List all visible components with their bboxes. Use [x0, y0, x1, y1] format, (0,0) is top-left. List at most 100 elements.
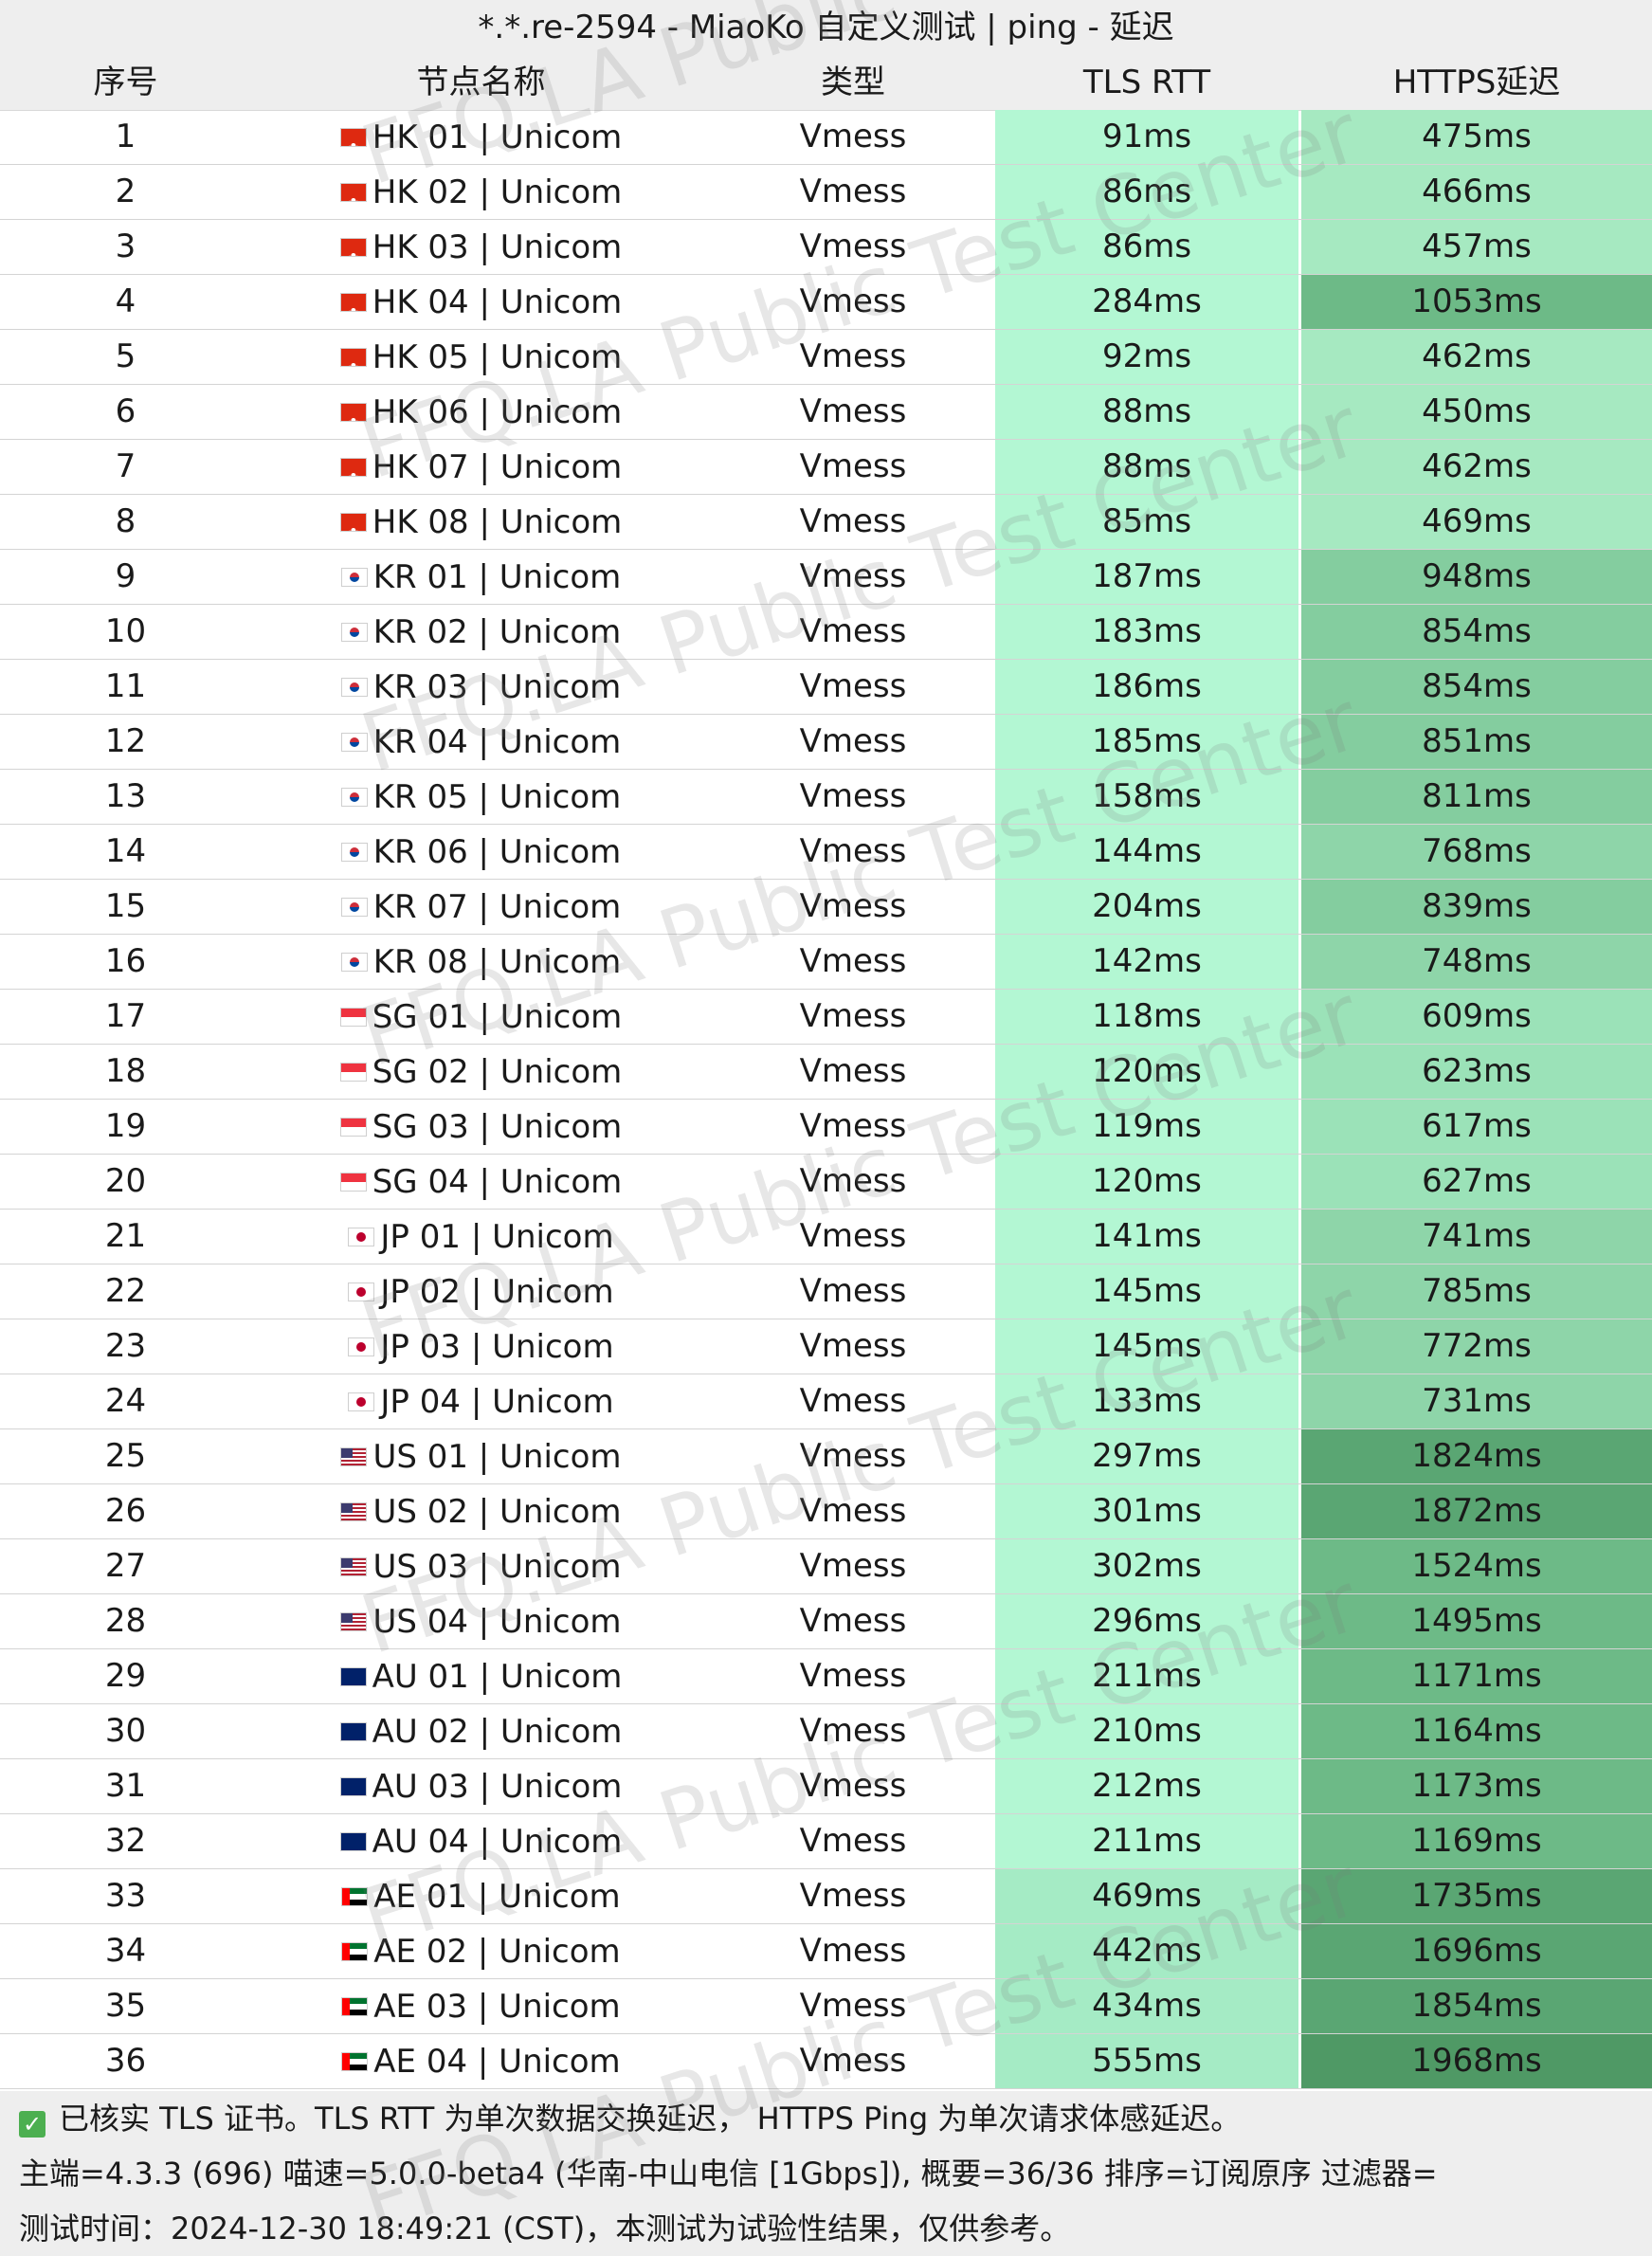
row-node-name: US 01 | Unicom — [251, 1429, 711, 1483]
row-tls-rtt: 469ms — [995, 1869, 1298, 1923]
row-type: Vmess — [799, 1327, 907, 1365]
row-index: 18 — [104, 1052, 147, 1090]
row-type: Vmess — [799, 447, 907, 485]
row-type: Vmess — [799, 1107, 907, 1145]
row-https-latency: 948ms — [1301, 550, 1652, 604]
row-type: Vmess — [799, 832, 907, 870]
row-https-latency: 475ms — [1301, 110, 1652, 164]
row-node-name: AU 01 | Unicom — [251, 1649, 711, 1703]
row-index: 25 — [104, 1437, 147, 1475]
node-name-text: AU 04 | Unicom — [372, 1822, 623, 1861]
header-node-name: 节点名称 — [416, 64, 546, 101]
row-tls-rtt: 212ms — [995, 1759, 1298, 1813]
node-name-text: HK 04 | Unicom — [372, 282, 623, 321]
node-name-text: HK 08 | Unicom — [372, 502, 623, 541]
row-node-name: AU 02 | Unicom — [251, 1704, 711, 1758]
row-index: 14 — [104, 832, 147, 870]
row-index: 13 — [104, 777, 147, 815]
row-index: 29 — [104, 1657, 147, 1695]
row-https-latency: 609ms — [1301, 990, 1652, 1044]
table-row: 35 AE 03 | Unicom Vmess 434ms 1854ms — [0, 1979, 1652, 2034]
row-index: 22 — [104, 1272, 147, 1310]
table-row: 17 SG 01 | Unicom Vmess 118ms 609ms — [0, 990, 1652, 1045]
row-index: 4 — [115, 282, 136, 320]
row-tls-rtt: 297ms — [995, 1429, 1298, 1483]
row-index: 34 — [104, 1932, 147, 1970]
au-flag-icon — [339, 1777, 367, 1796]
node-name-text: US 01 | Unicom — [372, 1437, 622, 1476]
row-tls-rtt: 86ms — [995, 220, 1298, 274]
node-name-text: HK 03 | Unicom — [372, 227, 623, 266]
row-https-latency: 748ms — [1301, 935, 1652, 989]
node-name-text: AE 02 | Unicom — [373, 1932, 621, 1971]
node-name-text: AE 04 | Unicom — [373, 2042, 621, 2081]
node-name-text: JP 03 | Unicom — [380, 1327, 614, 1366]
row-type: Vmess — [799, 1822, 907, 1860]
row-tls-rtt: 442ms — [995, 1924, 1298, 1978]
row-type: Vmess — [799, 1602, 907, 1640]
row-tls-rtt: 204ms — [995, 880, 1298, 934]
row-https-latency: 627ms — [1301, 1155, 1652, 1209]
sg-flag-icon — [339, 1118, 367, 1137]
row-index: 19 — [104, 1107, 147, 1145]
row-tls-rtt: 86ms — [995, 165, 1298, 219]
node-name-text: AU 03 | Unicom — [372, 1767, 623, 1806]
kr-flag-icon — [340, 788, 368, 807]
row-https-latency: 462ms — [1301, 440, 1652, 494]
hk-flag-icon — [339, 513, 367, 532]
row-node-name: AE 02 | Unicom — [251, 1924, 711, 1978]
table-row: 28 US 04 | Unicom Vmess 296ms 1495ms — [0, 1594, 1652, 1649]
row-node-name: KR 01 | Unicom — [251, 550, 711, 604]
row-index: 32 — [104, 1822, 147, 1860]
node-name-text: AE 03 | Unicom — [373, 1987, 621, 2026]
row-type: Vmess — [799, 1987, 907, 2025]
row-index: 33 — [104, 1877, 147, 1915]
row-https-latency: 1053ms — [1301, 275, 1652, 329]
node-name-text: HK 02 | Unicom — [372, 173, 623, 211]
row-node-name: SG 01 | Unicom — [251, 990, 711, 1044]
row-node-name: KR 06 | Unicom — [251, 825, 711, 879]
row-https-latency: 457ms — [1301, 220, 1652, 274]
kr-flag-icon — [340, 953, 368, 972]
row-index: 11 — [104, 667, 147, 705]
us-flag-icon — [340, 1557, 368, 1576]
table-row: 9 KR 01 | Unicom Vmess 187ms 948ms — [0, 550, 1652, 605]
kr-flag-icon — [340, 568, 368, 587]
row-index: 10 — [104, 612, 147, 650]
row-tls-rtt: 133ms — [995, 1374, 1298, 1428]
table-row: 25 US 01 | Unicom Vmess 297ms 1824ms — [0, 1429, 1652, 1484]
header-https-latency: HTTPS延迟 — [1392, 64, 1561, 101]
sg-flag-icon — [339, 1063, 367, 1082]
node-name-text: US 04 | Unicom — [372, 1602, 622, 1641]
node-name-text: HK 07 | Unicom — [372, 447, 623, 486]
row-https-latency: 1524ms — [1301, 1539, 1652, 1593]
au-flag-icon — [339, 1667, 367, 1686]
footer: ✓ 已核实 TLS 证书。TLS RTT 为单次数据交换延迟， HTTPS Pin… — [0, 2091, 1652, 2256]
row-index: 23 — [104, 1327, 147, 1365]
row-index: 5 — [115, 337, 136, 375]
row-node-name: JP 02 | Unicom — [251, 1264, 711, 1319]
row-node-name: HK 05 | Unicom — [251, 330, 711, 384]
row-type: Vmess — [799, 1217, 907, 1255]
table-row: 18 SG 02 | Unicom Vmess 120ms 623ms — [0, 1045, 1652, 1100]
row-tls-rtt: 145ms — [995, 1319, 1298, 1374]
row-node-name: KR 03 | Unicom — [251, 660, 711, 714]
sg-flag-icon — [339, 1008, 367, 1027]
hk-flag-icon — [339, 293, 367, 312]
row-index: 7 — [115, 447, 136, 485]
node-name-text: SG 04 | Unicom — [372, 1162, 623, 1201]
row-tls-rtt: 85ms — [995, 495, 1298, 549]
row-https-latency: 854ms — [1301, 660, 1652, 714]
row-type: Vmess — [799, 1437, 907, 1475]
us-flag-icon — [340, 1447, 368, 1466]
row-tls-rtt: 118ms — [995, 990, 1298, 1044]
jp-flag-icon — [348, 1392, 375, 1411]
row-index: 26 — [104, 1492, 147, 1530]
node-name-text: SG 01 | Unicom — [372, 997, 623, 1036]
row-https-latency: 1169ms — [1301, 1814, 1652, 1868]
row-node-name: US 02 | Unicom — [251, 1484, 711, 1538]
node-name-text: JP 04 | Unicom — [380, 1382, 614, 1421]
